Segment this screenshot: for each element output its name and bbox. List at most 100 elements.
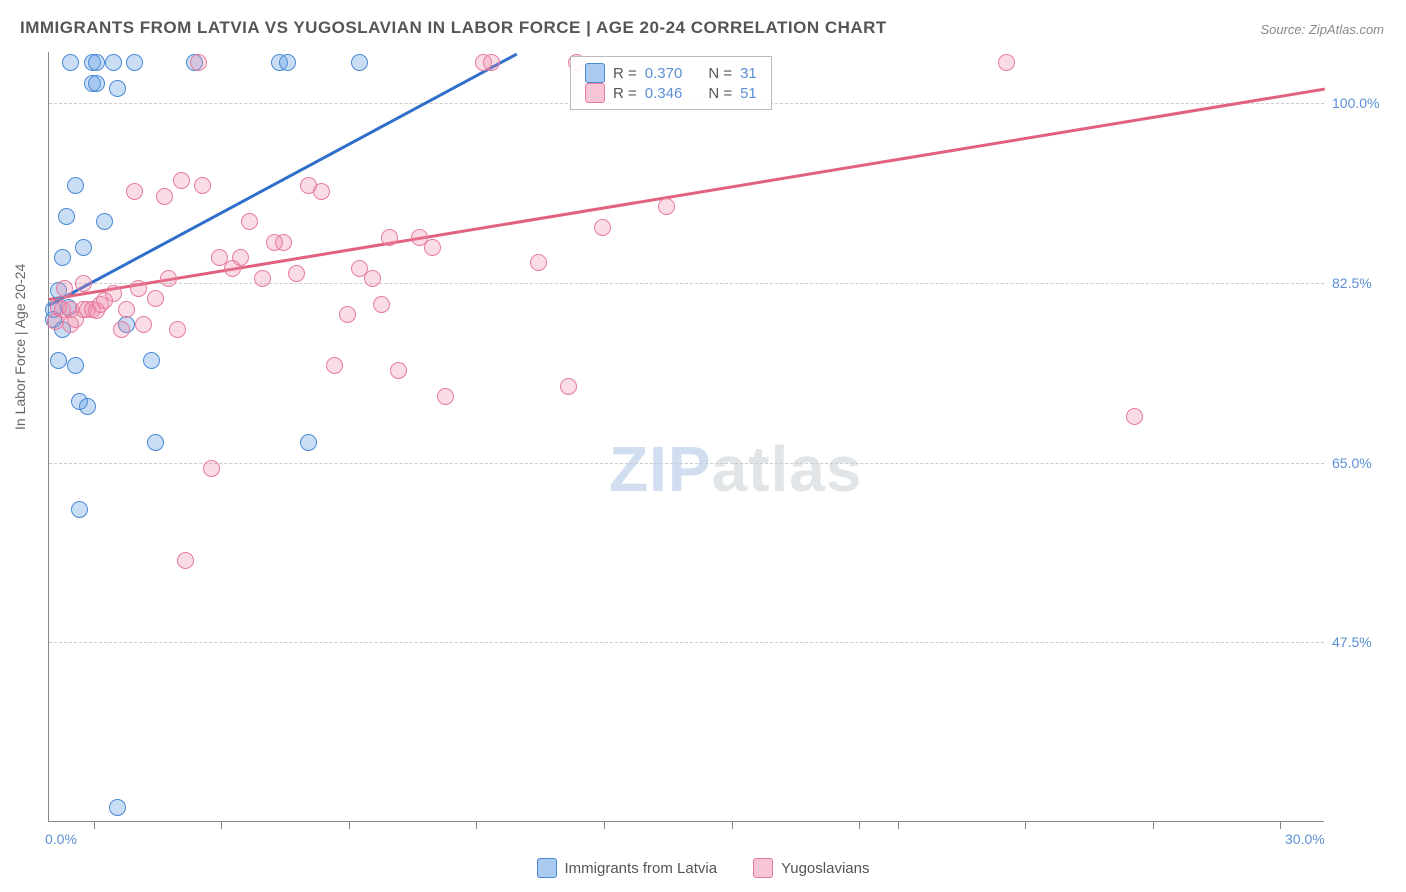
legend-series: Immigrants from Latvia Yugoslavians	[0, 858, 1406, 878]
data-point	[126, 183, 143, 200]
data-point	[56, 280, 73, 297]
data-point	[147, 434, 164, 451]
x-tick	[1280, 821, 1281, 829]
y-tick-label: 82.5%	[1332, 275, 1386, 291]
data-point	[232, 249, 249, 266]
gridline-h	[49, 642, 1324, 643]
data-point	[109, 80, 126, 97]
x-tick-label: 30.0%	[1285, 831, 1325, 847]
data-point	[105, 285, 122, 302]
x-tick-label: 0.0%	[45, 831, 77, 847]
data-point	[279, 54, 296, 71]
data-point	[135, 316, 152, 333]
data-point	[437, 388, 454, 405]
data-point	[113, 321, 130, 338]
data-point	[96, 213, 113, 230]
watermark-atlas: atlas	[712, 433, 863, 505]
n-value: 51	[740, 85, 757, 102]
legend-correlation: R =0.370N =31R =0.346N =51	[570, 56, 772, 110]
data-point	[364, 270, 381, 287]
data-point	[118, 301, 135, 318]
data-point	[190, 54, 207, 71]
x-tick	[732, 821, 733, 829]
data-point	[1126, 408, 1143, 425]
data-point	[241, 213, 258, 230]
data-point	[156, 188, 173, 205]
x-tick	[476, 821, 477, 829]
data-point	[147, 290, 164, 307]
data-point	[373, 296, 390, 313]
n-label: N =	[708, 65, 732, 82]
data-point	[339, 306, 356, 323]
legend-swatch	[585, 83, 605, 103]
data-point	[998, 54, 1015, 71]
data-point	[254, 270, 271, 287]
data-point	[530, 254, 547, 271]
legend-item: Yugoslavians	[753, 858, 869, 878]
legend-swatch	[753, 858, 773, 878]
source-label: Source: ZipAtlas.com	[1260, 22, 1384, 37]
x-tick	[349, 821, 350, 829]
x-tick	[1153, 821, 1154, 829]
chart-title: IMMIGRANTS FROM LATVIA VS YUGOSLAVIAN IN…	[20, 18, 887, 38]
data-point	[390, 362, 407, 379]
data-point	[130, 280, 147, 297]
data-point	[313, 183, 330, 200]
watermark-zip: ZIP	[609, 433, 712, 505]
x-tick	[898, 821, 899, 829]
legend-label: Immigrants from Latvia	[565, 860, 718, 877]
data-point	[109, 799, 126, 816]
chart-area: ZIPatlas 100.0%82.5%65.0%47.5%0.0%30.0%	[48, 52, 1324, 822]
data-point	[79, 398, 96, 415]
watermark: ZIPatlas	[609, 432, 862, 506]
data-point	[62, 54, 79, 71]
gridline-h	[49, 463, 1324, 464]
legend-item: Immigrants from Latvia	[537, 858, 718, 878]
data-point	[483, 54, 500, 71]
data-point	[67, 177, 84, 194]
data-point	[67, 357, 84, 374]
r-label: R =	[613, 65, 637, 82]
data-point	[143, 352, 160, 369]
data-point	[54, 249, 71, 266]
data-point	[105, 54, 122, 71]
data-point	[424, 239, 441, 256]
data-point	[126, 54, 143, 71]
legend-row: R =0.346N =51	[585, 83, 757, 103]
n-value: 31	[740, 65, 757, 82]
data-point	[58, 208, 75, 225]
data-point	[160, 270, 177, 287]
x-tick	[221, 821, 222, 829]
data-point	[173, 172, 190, 189]
data-point	[169, 321, 186, 338]
r-label: R =	[613, 85, 637, 102]
data-point	[177, 552, 194, 569]
data-point	[88, 54, 105, 71]
gridline-h	[49, 283, 1324, 284]
r-value: 0.346	[645, 85, 683, 102]
data-point	[351, 54, 368, 71]
x-tick	[604, 821, 605, 829]
data-point	[194, 177, 211, 194]
legend-row: R =0.370N =31	[585, 63, 757, 83]
legend-swatch	[585, 63, 605, 83]
data-point	[658, 198, 675, 215]
data-point	[560, 378, 577, 395]
data-point	[203, 460, 220, 477]
data-point	[594, 219, 611, 236]
data-point	[288, 265, 305, 282]
data-point	[300, 434, 317, 451]
data-point	[326, 357, 343, 374]
y-axis-label: In Labor Force | Age 20-24	[12, 264, 28, 430]
y-tick-label: 47.5%	[1332, 634, 1386, 650]
data-point	[50, 352, 67, 369]
x-tick	[94, 821, 95, 829]
legend-swatch	[537, 858, 557, 878]
data-point	[71, 501, 88, 518]
data-point	[88, 75, 105, 92]
x-tick	[859, 821, 860, 829]
y-tick-label: 100.0%	[1332, 95, 1386, 111]
data-point	[381, 229, 398, 246]
data-point	[275, 234, 292, 251]
x-tick	[1025, 821, 1026, 829]
